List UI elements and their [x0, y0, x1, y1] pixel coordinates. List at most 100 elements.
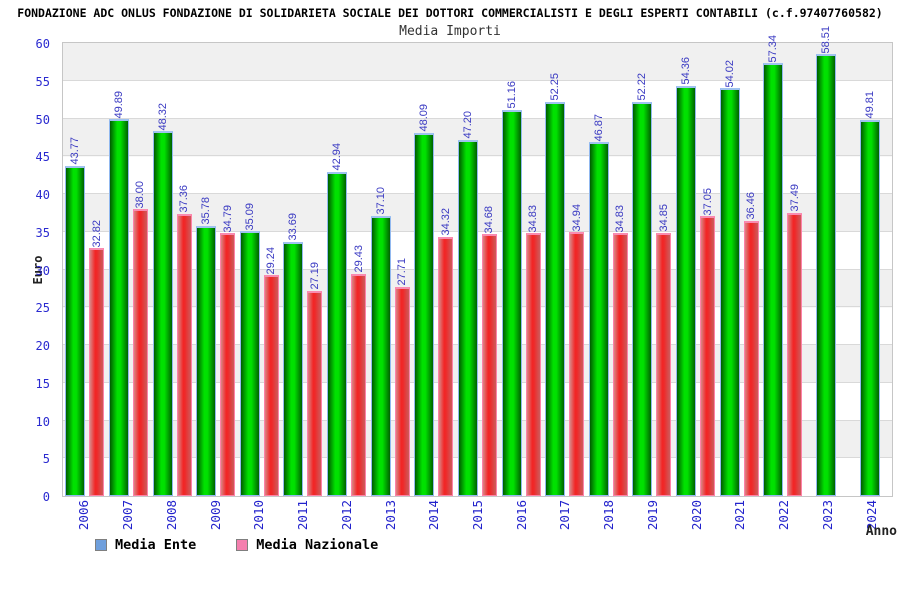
bar-value-label: 42.94 [331, 143, 344, 171]
bar-value-label: 38.00 [134, 180, 147, 209]
bar-value-label: 43.77 [69, 137, 82, 165]
x-tick-2016: 2016 [499, 500, 543, 534]
x-tick-label: 2017 [557, 500, 573, 531]
x-tick-2011: 2011 [281, 500, 325, 534]
year-group-2022: 57.34 37.49 [761, 35, 805, 496]
bar-media-ente-2017: 52.25 [545, 73, 566, 496]
x-tick-label: 2018 [601, 500, 617, 531]
year-group-2016: 51.16 34.83 [499, 43, 543, 496]
x-tick-2019: 2019 [631, 500, 675, 534]
bar-value-label: 49.89 [112, 90, 125, 119]
year-group-2017: 52.25 34.94 [543, 43, 587, 496]
legend-swatch-media-nazionale-icon [236, 539, 249, 551]
y-tick-label: 55 [35, 74, 50, 89]
x-tick-2009: 2009 [193, 500, 237, 534]
x-tick-label: 2007 [120, 500, 136, 531]
x-tick-2006: 2006 [62, 500, 106, 534]
bar-value-label: 33.69 [287, 213, 300, 241]
x-tick-label: 2019 [644, 500, 660, 531]
year-group-2019: 52.22 34.85 [630, 43, 674, 496]
bar-value-label: 52.22 [636, 73, 649, 101]
bar-value-label: 34.83 [527, 204, 540, 233]
y-tick-label: 5 [42, 452, 50, 467]
bar-value-label: 29.24 [265, 246, 278, 275]
year-group-2020: 54.36 37.05 [674, 43, 718, 496]
x-tick-label: 2006 [76, 500, 92, 531]
bar-media-nazionale-2019: 34.85 [656, 204, 672, 496]
bar-value-label: 47.20 [461, 111, 474, 139]
bar-media-nazionale-2014: 34.32 [438, 208, 454, 496]
bar-media-ente-2024: 49.81 [860, 91, 881, 496]
bar-media-nazionale-2008: 37.36 [176, 185, 192, 496]
y-tick-label: 35 [35, 225, 50, 240]
x-tick-2018: 2018 [587, 500, 631, 534]
year-group-2006: 43.77 32.82 [63, 43, 107, 496]
year-group-2015: 47.20 34.68 [456, 43, 500, 496]
bar-media-nazionale-2009: 34.79 [220, 205, 236, 496]
bar-value-label: 34.85 [657, 204, 670, 232]
bar-value-label: 54.36 [680, 57, 693, 85]
bar-media-nazionale-2006: 32.82 [89, 220, 105, 496]
bar-value-label: 35.78 [200, 197, 213, 225]
x-tick-label: 2023 [819, 500, 835, 531]
bar-value-label: 52.25 [549, 72, 562, 101]
y-axis: 0 5 10 15 20 25 30 35 40 45 50 55 60 [0, 37, 56, 504]
bar-media-ente-2022: 57.34 [763, 35, 784, 496]
y-tick-label: 15 [35, 376, 50, 391]
bar-media-ente-2007: 49.89 [108, 91, 129, 496]
bar-media-ente-2023: 58.51 [816, 26, 837, 496]
x-tick-2008: 2008 [149, 500, 193, 534]
y-tick-label: 20 [35, 339, 50, 353]
bar-value-label: 34.79 [221, 204, 234, 233]
y-tick-label: 30 [35, 263, 50, 278]
bar-media-nazionale-2015: 34.68 [481, 206, 497, 496]
bar-media-nazionale-2011: 27.19 [307, 262, 323, 496]
x-tick-label: 2014 [426, 500, 442, 531]
bar-media-nazionale-2012: 29.43 [351, 245, 367, 496]
x-tick-label: 2021 [732, 500, 748, 531]
x-tick-2021: 2021 [718, 500, 762, 534]
year-group-2014: 48.09 34.32 [412, 43, 456, 496]
bar-media-nazionale-2010: 29.24 [263, 247, 279, 496]
bar-value-label: 27.71 [396, 258, 409, 286]
bar-media-ente-2021: 54.02 [719, 60, 740, 496]
bar-value-label: 34.83 [614, 204, 627, 233]
bar-media-nazionale-2022: 37.49 [787, 184, 803, 496]
bars: 43.77 32.82 49.89 38.00 48.32 37.36 35.78 34.79… [63, 26, 892, 496]
x-tick-label: 2010 [251, 500, 267, 531]
bar-value-label: 37.05 [701, 187, 714, 216]
x-tick-2015: 2015 [456, 500, 500, 534]
bar-media-ente-2015: 47.20 [457, 111, 478, 496]
bar-media-ente-2012: 42.94 [327, 143, 348, 496]
bar-value-label: 48.32 [156, 102, 169, 131]
bar-media-ente-2018: 46.87 [588, 114, 609, 496]
bar-value-label: 29.43 [352, 245, 365, 273]
year-group-2018: 46.87 34.83 [587, 43, 631, 496]
bar-media-ente-2013: 37.10 [370, 187, 391, 496]
bar-value-label: 34.68 [483, 205, 496, 234]
x-tick-label: 2008 [163, 500, 179, 531]
legend-label-media-ente: Media Ente [115, 537, 197, 553]
bar-value-label: 37.36 [178, 185, 191, 213]
y-tick-label: 10 [35, 414, 50, 429]
gridline [63, 117, 892, 119]
bar-media-ente-2008: 48.32 [152, 103, 173, 496]
bar-media-nazionale-2016: 34.83 [525, 205, 541, 496]
bar-value-label: 32.82 [90, 219, 103, 248]
x-tick-label: 2013 [382, 500, 398, 531]
x-tick-2014: 2014 [412, 500, 456, 534]
bar-media-ente-2016: 51.16 [501, 81, 522, 496]
chart-subtitle: Media Importi [399, 24, 501, 39]
x-tick-2013: 2013 [368, 500, 412, 534]
year-group-2012: 42.94 29.43 [325, 43, 369, 496]
bar-media-nazionale-2021: 36.46 [743, 192, 759, 496]
chart-title: FONDAZIONE ADC ONLUS FONDAZIONE DI SOLID… [17, 6, 883, 20]
bar-value-label: 48.09 [418, 104, 431, 132]
bar-media-ente-2019: 52.22 [632, 73, 653, 496]
bar-media-nazionale-2020: 37.05 [700, 188, 716, 496]
bar-media-nazionale-2007: 38.00 [132, 181, 148, 496]
bar-media-ente-2010: 35.09 [239, 203, 260, 496]
year-group-2024: 49.81 [848, 43, 892, 496]
x-tick-2023: 2023 [805, 500, 849, 534]
bar-value-label: 49.81 [864, 91, 877, 119]
